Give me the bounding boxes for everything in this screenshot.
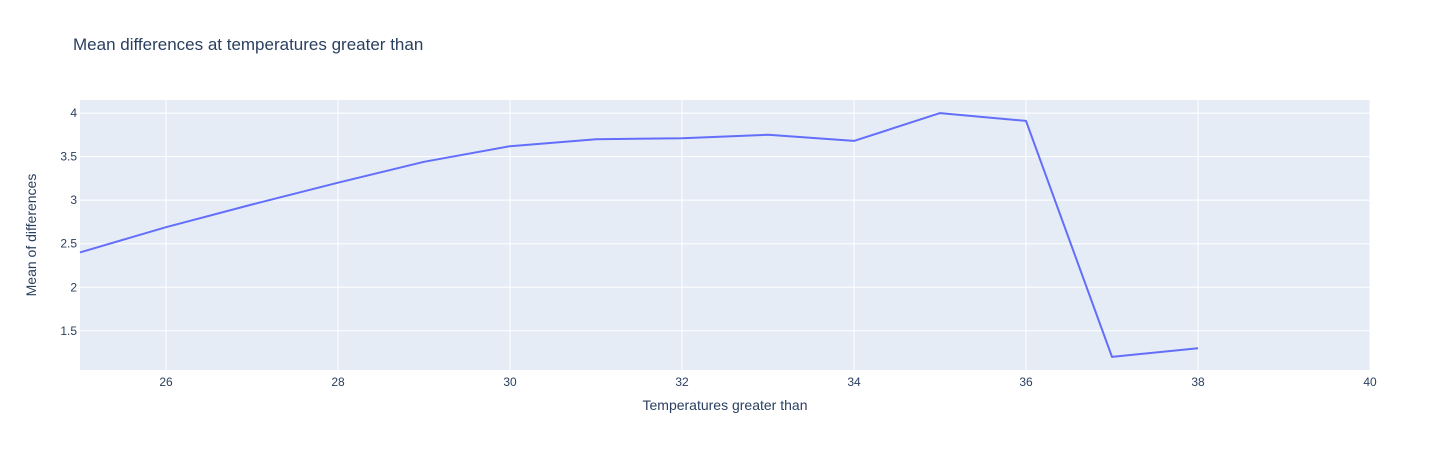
x-tick-label: 28 [331,375,345,389]
x-axis-ticks: 26 28 30 32 34 36 38 40 [159,375,1377,389]
x-axis-title: Temperatures greater than [643,397,808,413]
y-axis-title: Mean of differences [23,174,39,297]
y-tick-label: 3 [70,193,77,207]
plot-area [80,100,1370,370]
y-axis-ticks: 1.5 2 2.5 3 3.5 4 [60,106,77,338]
x-tick-label: 38 [1191,375,1205,389]
x-tick-label: 40 [1363,375,1377,389]
x-tick-label: 26 [159,375,173,389]
y-tick-label: 2 [70,280,77,294]
y-tick-label: 1.5 [60,324,77,338]
y-gridlines [80,112,1370,332]
y-tick-label: 3.5 [60,150,77,164]
chart-title: Mean differences at temperatures greater… [73,35,423,54]
x-tick-label: 32 [675,375,689,389]
y-tick-label: 2.5 [60,237,77,251]
x-tick-label: 30 [503,375,517,389]
series-line [79,112,1199,358]
x-tick-label: 36 [1019,375,1033,389]
y-tick-label: 4 [70,106,77,120]
series-group [79,112,1199,358]
x-gridlines [165,100,1371,370]
x-tick-label: 34 [847,375,861,389]
